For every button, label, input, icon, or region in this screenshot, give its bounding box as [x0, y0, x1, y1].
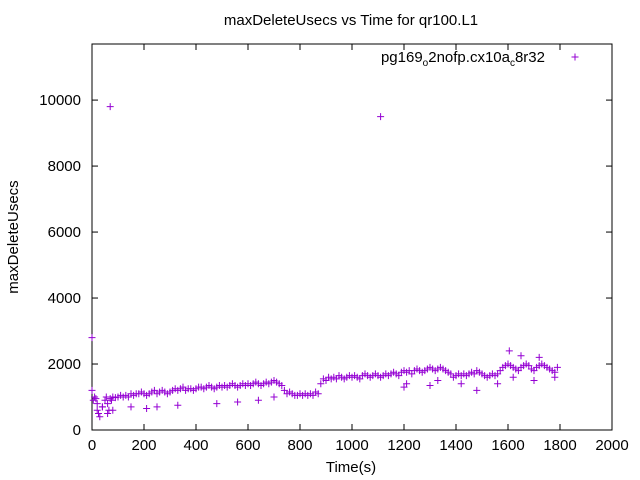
- x-tick-label: 600: [235, 437, 260, 454]
- x-axis: 0 200 400 600 800 1000 1200 1400 1600 1800 2000: [88, 44, 629, 454]
- data-point: [88, 334, 96, 342]
- x-tick-label: 1400: [439, 437, 472, 454]
- x-tick-label: 1000: [335, 437, 368, 454]
- data-point: [127, 403, 135, 411]
- data-point: [517, 352, 525, 360]
- data-point: [530, 377, 538, 385]
- data-point: [377, 113, 385, 121]
- data-point: [473, 386, 481, 394]
- y-axis-label: maxDeleteUsecs: [5, 180, 22, 293]
- data-point: [457, 380, 465, 388]
- data-point: [96, 413, 104, 421]
- y-tick-label: 6000: [48, 224, 81, 241]
- data-point: [91, 393, 99, 401]
- x-tick-label: 1600: [491, 437, 524, 454]
- data-points: [88, 103, 561, 421]
- data-point: [98, 403, 106, 411]
- y-tick-label: 4000: [48, 290, 81, 307]
- data-point: [213, 400, 221, 408]
- legend-label: pg169o2nofp.cx10ac8r32: [381, 49, 545, 69]
- chart-title: maxDeleteUsecs vs Time for qr100.L1: [224, 12, 478, 29]
- data-point: [403, 380, 411, 388]
- data-point: [278, 381, 286, 389]
- legend-label-part-3: 8r32: [515, 49, 545, 66]
- data-point: [104, 400, 112, 408]
- data-point: [143, 405, 151, 413]
- legend-marker: [571, 53, 579, 61]
- data-point: [509, 373, 517, 381]
- data-point: [104, 410, 112, 418]
- data-point: [317, 380, 325, 388]
- data-point: [505, 347, 513, 355]
- data-point: [494, 380, 502, 388]
- data-point: [434, 377, 442, 385]
- x-tick-label: 0: [88, 437, 96, 454]
- data-point: [88, 386, 96, 394]
- data-point: [153, 403, 161, 411]
- data-point: [93, 400, 101, 408]
- x-tick-label: 200: [131, 437, 156, 454]
- data-point: [535, 353, 543, 361]
- data-point: [102, 393, 110, 401]
- y-axis: 0 2000 4000 6000 8000 10000: [39, 92, 612, 439]
- data-point: [108, 396, 115, 404]
- data-point: [93, 406, 101, 414]
- data-point: [254, 396, 262, 404]
- data-point: [109, 406, 117, 414]
- data-point: [106, 103, 114, 111]
- data-point: [92, 395, 100, 403]
- y-tick-label: 0: [73, 422, 81, 439]
- legend: pg169o2nofp.cx10ac8r32: [381, 49, 579, 69]
- x-tick-label: 1800: [543, 437, 576, 454]
- legend-label-part-2: 2nofp.cx10a: [428, 49, 510, 66]
- data-point: [174, 401, 182, 409]
- legend-label-part-1: pg169: [381, 49, 423, 66]
- data-point: [551, 373, 559, 381]
- x-axis-label: Time(s): [326, 459, 376, 476]
- data-point: [553, 363, 561, 371]
- legend-marker-symbol: [571, 53, 579, 61]
- y-tick-label: 10000: [39, 92, 81, 109]
- data-point: [270, 393, 278, 401]
- x-tick-label: 400: [183, 437, 208, 454]
- data-point: [314, 390, 322, 398]
- x-tick-label: 800: [287, 437, 312, 454]
- y-tick-label: 2000: [48, 356, 81, 373]
- y-tick-label: 8000: [48, 158, 81, 175]
- data-point: [95, 410, 102, 418]
- legend-label-subscript-1: o: [423, 58, 429, 69]
- x-tick-label: 2000: [595, 437, 628, 454]
- legend-label-subscript-2: c: [510, 58, 515, 69]
- data-point: [234, 398, 242, 406]
- data-point: [426, 381, 434, 389]
- x-tick-label: 1200: [387, 437, 420, 454]
